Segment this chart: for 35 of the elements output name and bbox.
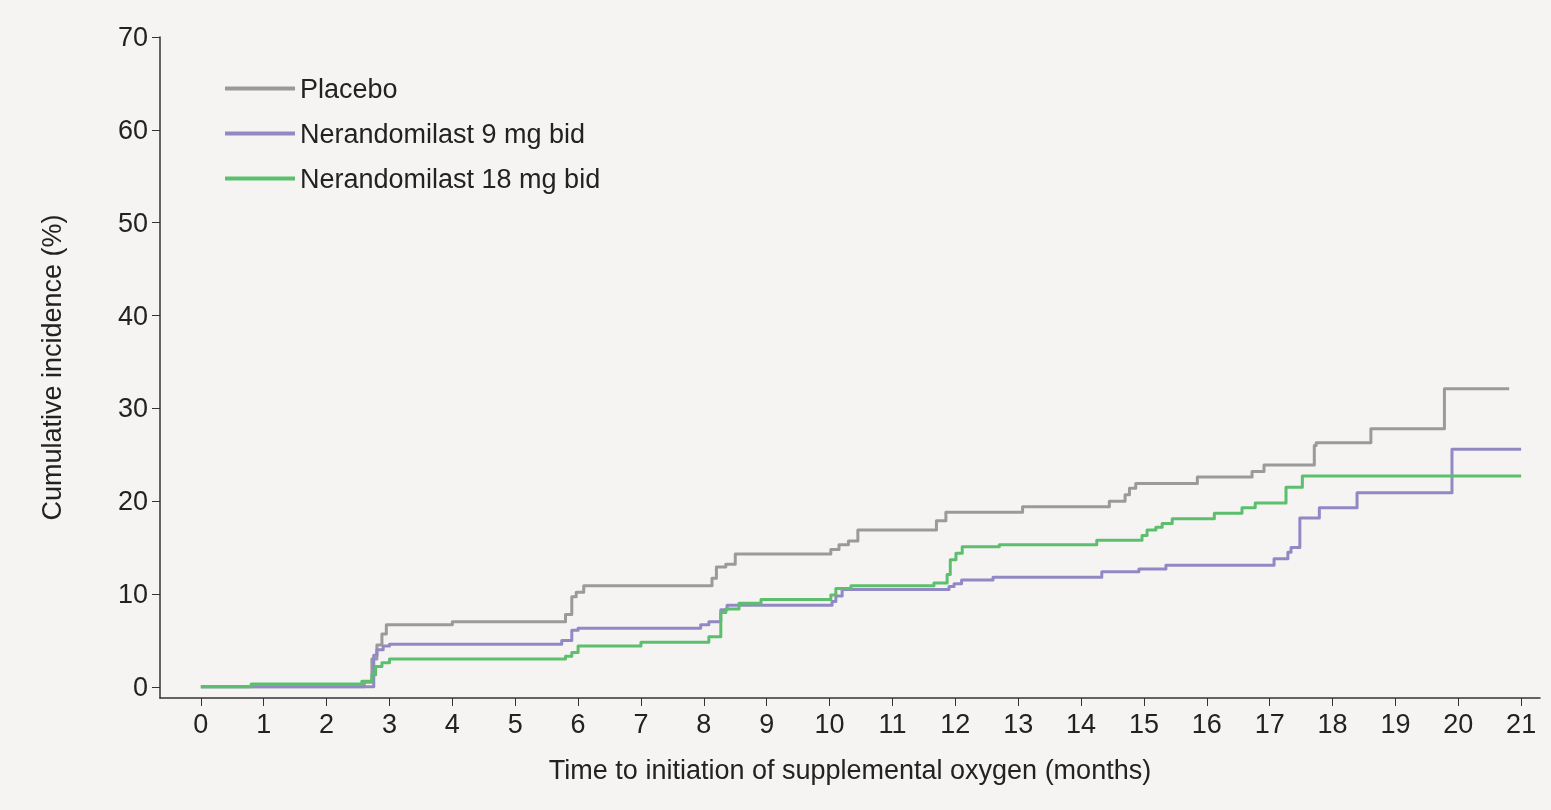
- legend-label: Nerandomilast 18 mg bid: [300, 163, 601, 194]
- y-tick-label: 50: [117, 207, 148, 238]
- x-tick-label: 7: [633, 708, 649, 739]
- legend-label: Placebo: [300, 73, 398, 104]
- x-tick-label: 19: [1380, 708, 1411, 739]
- x-tick-label: 14: [1066, 708, 1097, 739]
- x-tick-label: 3: [381, 708, 397, 739]
- x-tick-label: 20: [1443, 708, 1474, 739]
- x-tick-label: 9: [759, 708, 775, 739]
- x-tick-label: 13: [1003, 708, 1034, 739]
- y-tick-label: 0: [132, 671, 148, 702]
- y-axis-title: Cumulative incidence (%): [36, 214, 67, 521]
- x-tick-label: 12: [940, 708, 971, 739]
- x-tick-label: 11: [878, 708, 907, 739]
- x-tick-label: 6: [570, 708, 586, 739]
- x-tick-label: 8: [696, 708, 712, 739]
- x-tick-label: 0: [193, 708, 209, 739]
- y-tick-label: 40: [117, 300, 148, 331]
- x-tick-label: 17: [1254, 708, 1285, 739]
- x-tick-label: 21: [1506, 708, 1537, 739]
- x-tick-label: 15: [1128, 708, 1159, 739]
- y-tick-label: 20: [117, 486, 148, 517]
- legend-label: Nerandomilast 9 mg bid: [300, 118, 586, 149]
- y-tick-label: 70: [117, 22, 148, 52]
- x-tick-label: 16: [1191, 708, 1222, 739]
- x-tick-label: 2: [319, 708, 335, 739]
- x-tick-label: 5: [507, 708, 523, 739]
- y-tick-label: 10: [117, 579, 148, 610]
- x-tick-label: 10: [814, 708, 845, 739]
- y-tick-label: 60: [117, 114, 148, 145]
- x-axis-title: Time to initiation of supplemental oxygen (months): [548, 754, 1152, 785]
- x-tick-label: 1: [256, 708, 272, 739]
- x-tick-label: 4: [444, 708, 460, 739]
- y-tick-label: 30: [117, 393, 148, 424]
- x-tick-label: 18: [1317, 708, 1348, 739]
